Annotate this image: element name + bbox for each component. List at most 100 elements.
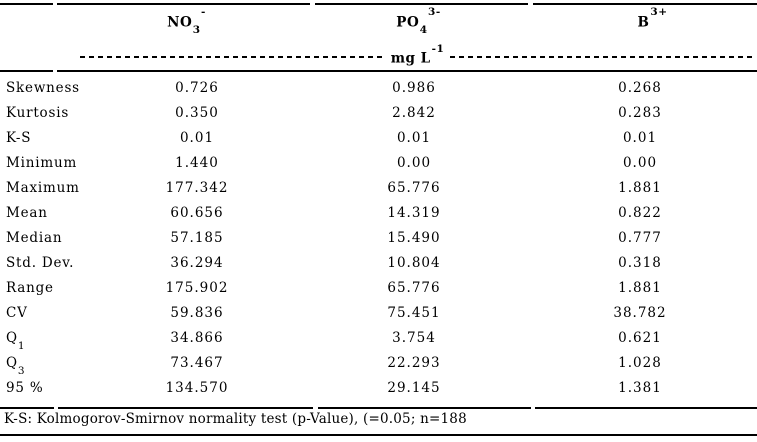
row-label: Range [6, 280, 54, 296]
cell-value-b: 0.822 [618, 205, 662, 221]
row-label-subscript: 3 [17, 364, 26, 377]
row-label-text: Kurtosis [6, 105, 70, 121]
cell-value-po4: 22.293 [387, 355, 441, 371]
row-label-text: Q [6, 330, 18, 346]
cell-value-po4: 75.451 [387, 305, 441, 321]
formula-subscript: 3 [192, 24, 201, 37]
cell-value-b: 1.028 [618, 355, 662, 371]
row-label: 95 % [6, 380, 44, 396]
cell-value-b: 0.777 [618, 230, 662, 246]
cell-value-b: 0.283 [618, 105, 662, 121]
cell-value-b: 0.318 [618, 255, 662, 271]
formula-base: B [637, 14, 650, 31]
table-footnote: K-S: Kolmogorov-Smirnov normality test (… [4, 411, 467, 427]
row-label: Maximum [6, 180, 80, 196]
table-row: Skewness 0.726 0.986 0.268 [0, 78, 757, 103]
column-header-b: B3+ [637, 6, 667, 33]
row-label: Skewness [6, 80, 80, 96]
dash-line-right [450, 56, 754, 58]
unit-label: mg L-1 [390, 43, 444, 67]
cell-value-no3: 175.902 [165, 280, 229, 296]
header-rule-segment-body [57, 70, 757, 72]
row-label: K-S [6, 130, 31, 146]
row-label: Kurtosis [6, 105, 69, 121]
cell-value-b: 1.881 [618, 180, 662, 196]
cell-value-po4: 0.01 [396, 130, 432, 146]
cell-value-po4: 3.754 [392, 330, 436, 346]
row-label: Q1 [6, 330, 26, 352]
formula-superscript: - [201, 6, 206, 18]
cell-value-b: 0.00 [622, 155, 658, 171]
cell-value-no3: 34.866 [170, 330, 224, 346]
cell-value-po4: 0.986 [392, 80, 436, 96]
footer-rule-segment-po4 [318, 407, 531, 409]
table-row: K-S 0.01 0.01 0.01 [0, 128, 757, 153]
cell-value-po4: 10.804 [387, 255, 441, 271]
row-label-text: Mean [6, 205, 48, 221]
row-label-text: K-S [6, 130, 32, 146]
row-label: Median [6, 230, 62, 246]
footer-rule-segment-no3 [58, 407, 313, 409]
cell-value-no3: 0.726 [175, 80, 219, 96]
table-row: Range 175.902 65.776 1.881 [0, 278, 757, 303]
cell-value-no3: 36.294 [170, 255, 224, 271]
cell-value-po4: 0.00 [396, 155, 432, 171]
cell-value-no3: 73.467 [170, 355, 224, 371]
cell-value-b: 38.782 [613, 305, 667, 321]
row-label-text: Std. Dev. [6, 255, 75, 271]
cell-value-po4: 29.145 [387, 380, 441, 396]
footer-rule-segment-b [535, 407, 757, 409]
dash-line-left [80, 56, 384, 58]
table-row: Q1 34.866 3.754 0.621 [0, 328, 757, 353]
cell-value-b: 1.381 [618, 380, 662, 396]
formula-base: PO [396, 14, 420, 31]
top-rule-segment-labels [0, 3, 53, 5]
table-row: 95 % 134.570 29.145 1.381 [0, 378, 757, 403]
table-row: Kurtosis 0.350 2.842 0.283 [0, 103, 757, 128]
cell-value-no3: 57.185 [170, 230, 224, 246]
table-row: Maximum 177.342 65.776 1.881 [0, 178, 757, 203]
row-label-text: Q [6, 355, 18, 371]
unit-row: mg L-1 [80, 43, 754, 68]
table-row: CV 59.836 75.451 38.782 [0, 303, 757, 328]
cell-value-no3: 177.342 [165, 180, 229, 196]
cell-value-po4: 65.776 [387, 180, 441, 196]
row-label-text: Skewness [6, 80, 80, 96]
row-label: Mean [6, 205, 48, 221]
row-label: Minimum [6, 155, 77, 171]
formula-base: NO [167, 14, 193, 31]
column-header-no3: NO3- [167, 6, 205, 37]
column-header-po4: PO43- [396, 6, 440, 36]
cell-value-b: 0.621 [618, 330, 662, 346]
unit-base: mg L [390, 50, 431, 67]
top-rule-segment-b [533, 3, 757, 5]
row-label-text: CV [6, 305, 28, 321]
formula-superscript: 3- [428, 6, 441, 18]
table-row: Mean 60.656 14.319 0.822 [0, 203, 757, 228]
table-row: Q3 73.467 22.293 1.028 [0, 353, 757, 378]
cell-value-po4: 14.319 [387, 205, 441, 221]
cell-value-po4: 15.490 [387, 230, 441, 246]
row-label-subscript: 1 [17, 339, 26, 352]
cell-value-po4: 65.776 [387, 280, 441, 296]
cell-value-no3: 134.570 [165, 380, 229, 396]
unit-superscript: -1 [431, 42, 445, 55]
row-label-text: 95 % [6, 380, 44, 396]
cell-value-no3: 0.350 [175, 105, 219, 121]
bottom-rule [0, 434, 757, 436]
table-row: Minimum 1.440 0.00 0.00 [0, 153, 757, 178]
table-rows: Skewness 0.726 0.986 0.268 Kurtosis 0.350 2.84… [0, 78, 757, 403]
footer-rule-segment-labels [0, 407, 54, 409]
cell-value-b: 0.268 [618, 80, 662, 96]
row-label-text: Minimum [6, 155, 78, 171]
cell-value-no3: 0.01 [179, 130, 215, 146]
table-row: Std. Dev. 36.294 10.804 0.318 [0, 253, 757, 278]
row-label-text: Range [6, 280, 54, 296]
row-label-text: Maximum [6, 180, 80, 196]
cell-value-no3: 1.440 [175, 155, 219, 171]
cell-value-no3: 59.836 [170, 305, 224, 321]
row-label: CV [6, 305, 28, 321]
header-rule-segment-labels [0, 70, 53, 72]
row-label: Q3 [6, 355, 26, 377]
